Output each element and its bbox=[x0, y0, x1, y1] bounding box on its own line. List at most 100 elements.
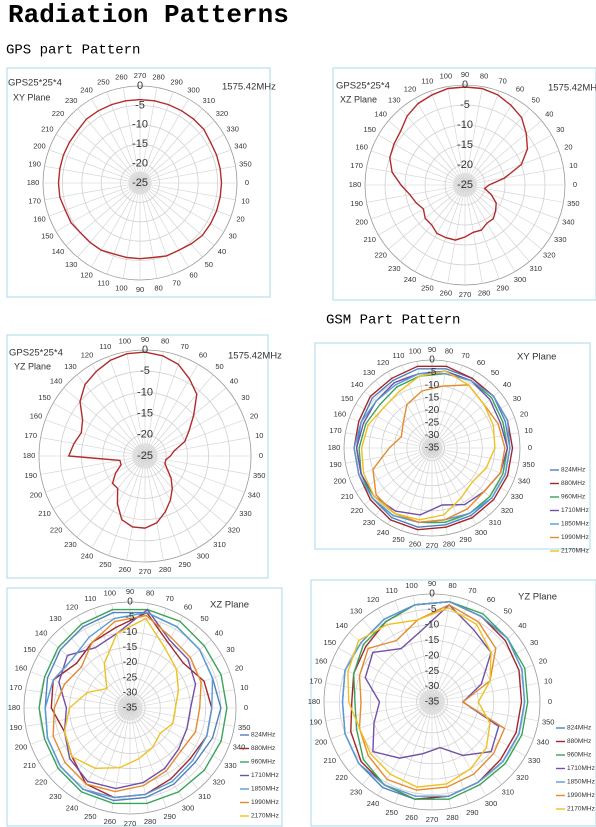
legend-label: 960MHz bbox=[567, 752, 591, 759]
radial-tick-label: -25 bbox=[123, 672, 138, 683]
angle-tick-label: 160 bbox=[315, 657, 328, 666]
angle-tick-label: 290 bbox=[459, 535, 472, 544]
legend-label: 1990MHz bbox=[251, 799, 279, 806]
radial-tick-label: 0 bbox=[462, 79, 468, 91]
radial-tick-label: -20 bbox=[137, 429, 153, 441]
angle-tick-label: 150 bbox=[363, 125, 376, 134]
grid-spoke bbox=[108, 356, 146, 457]
angle-tick-label: 240 bbox=[66, 803, 79, 812]
chart-title: XZ Plane bbox=[210, 600, 249, 611]
angle-tick-label: 340 bbox=[248, 491, 261, 500]
grid-spoke bbox=[431, 647, 526, 703]
angle-tick-label: 90 bbox=[141, 335, 149, 344]
grid-spoke bbox=[378, 134, 466, 186]
angle-tick-label: 120 bbox=[81, 351, 94, 360]
angle-tick-label: 270 bbox=[124, 819, 137, 827]
angle-tick-label: 110 bbox=[99, 342, 111, 351]
grid-spoke bbox=[431, 701, 539, 722]
angle-tick-label: 300 bbox=[187, 85, 200, 94]
angle-tick-label: 230 bbox=[65, 96, 78, 105]
angle-tick-label: 170 bbox=[10, 683, 23, 692]
grid-spoke bbox=[431, 632, 515, 703]
grid-spoke bbox=[464, 86, 483, 186]
angle-tick-label: 290 bbox=[496, 283, 509, 292]
grid-spoke bbox=[464, 184, 564, 203]
angle-tick-label: 140 bbox=[52, 247, 65, 256]
radial-tick-label: -20 bbox=[132, 158, 148, 170]
angle-tick-label: 180 bbox=[308, 697, 321, 706]
chart-subtitle: XY Plane bbox=[13, 92, 50, 102]
chart-subtitle: YZ Plane bbox=[14, 361, 51, 371]
angle-tick-label: 80 bbox=[154, 283, 162, 292]
grid-spoke bbox=[77, 108, 141, 184]
angle-tick-label: 350 bbox=[542, 717, 555, 726]
grid-spoke bbox=[144, 351, 164, 457]
pattern-line bbox=[63, 617, 180, 770]
angle-tick-label: 240 bbox=[404, 275, 417, 284]
grid-spoke bbox=[129, 603, 149, 709]
angle-tick-label: 270 bbox=[426, 541, 439, 550]
radial-tick-label: -10 bbox=[123, 627, 138, 638]
legend-label: 1710MHz bbox=[567, 765, 595, 772]
angle-tick-label: 20 bbox=[250, 411, 258, 420]
angle-tick-label: 220 bbox=[351, 506, 364, 515]
radial-tick-label: -10 bbox=[457, 119, 473, 131]
angle-tick-label: 300 bbox=[182, 803, 195, 812]
radial-tick-label: -5 bbox=[428, 604, 437, 615]
radial-tick-label: -15 bbox=[425, 635, 440, 646]
grid-spoke bbox=[144, 402, 237, 457]
legend-label: 960MHz bbox=[251, 759, 275, 766]
angle-tick-label: 270 bbox=[459, 290, 472, 299]
legend-label: 1990MHz bbox=[567, 792, 595, 799]
legend-label: 1850MHz bbox=[251, 786, 279, 793]
grid-spoke bbox=[53, 455, 146, 510]
grid-spoke bbox=[464, 167, 564, 186]
angle-tick-label: 140 bbox=[50, 376, 63, 385]
angle-tick-label: 150 bbox=[38, 393, 51, 402]
radial-tick-label: -35 bbox=[425, 443, 440, 454]
chart-title: YZ Plane bbox=[518, 592, 557, 603]
angle-tick-label: 130 bbox=[64, 362, 77, 371]
angle-tick-label: 100 bbox=[440, 72, 453, 81]
radial-tick-label: -30 bbox=[425, 430, 440, 441]
grid-spoke bbox=[464, 184, 500, 280]
angle-tick-label: 90 bbox=[461, 70, 469, 79]
grid-spoke bbox=[65, 182, 141, 246]
grid-spoke bbox=[431, 380, 489, 449]
angle-tick-label: 310 bbox=[203, 96, 216, 105]
angle-tick-label: 180 bbox=[328, 443, 341, 452]
angle-tick-label: 330 bbox=[528, 756, 541, 765]
grid-spoke bbox=[431, 600, 470, 703]
grid-spoke bbox=[139, 91, 174, 184]
grid-spoke bbox=[414, 98, 466, 186]
angle-tick-label: 280 bbox=[446, 813, 459, 822]
grid-spoke bbox=[144, 455, 245, 493]
grid-spoke bbox=[55, 182, 141, 232]
grid-spoke bbox=[144, 455, 237, 510]
grid-spoke bbox=[431, 701, 526, 757]
angle-tick-label: 330 bbox=[224, 761, 237, 770]
angle-tick-label: 290 bbox=[163, 812, 176, 821]
grid-spoke bbox=[464, 108, 530, 186]
legend-label: 2170MHz bbox=[567, 806, 595, 813]
angle-tick-label: 100 bbox=[119, 337, 132, 346]
grid-spoke bbox=[431, 595, 452, 703]
grid-spoke bbox=[40, 437, 146, 457]
angle-tick-label: 230 bbox=[388, 264, 401, 273]
angle-tick-label: 200 bbox=[30, 491, 43, 500]
grid-spoke bbox=[447, 86, 466, 186]
radial-tick-label: -35 bbox=[123, 703, 138, 714]
angle-tick-label: 40 bbox=[545, 109, 553, 118]
angle-tick-label: 160 bbox=[30, 411, 43, 420]
grid-spoke bbox=[431, 365, 463, 449]
angle-tick-label: 200 bbox=[355, 218, 368, 227]
grid-spoke bbox=[45, 455, 146, 493]
grid-spoke bbox=[63, 387, 146, 457]
grid-spoke bbox=[464, 184, 530, 262]
grid-spoke bbox=[464, 184, 483, 284]
grid-spoke bbox=[61, 707, 131, 790]
angle-tick-label: 330 bbox=[226, 124, 239, 133]
angle-tick-label: 340 bbox=[537, 737, 550, 746]
angle-tick-label: 200 bbox=[334, 477, 347, 486]
angle-tick-label: 330 bbox=[239, 509, 252, 518]
